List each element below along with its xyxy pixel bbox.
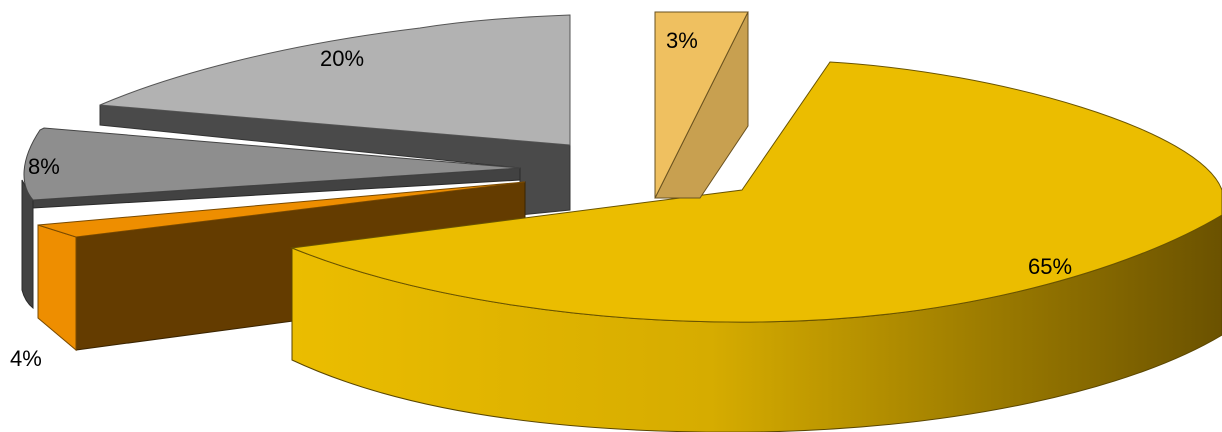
- slice-3-top: [654, 11, 749, 199]
- slice-65-top: [290, 61, 1222, 323]
- slice-8-label: 8%: [28, 154, 60, 179]
- slice-4-top: [37, 181, 526, 238]
- slice-20-label: 20%: [320, 46, 364, 71]
- slice-3-label: 3%: [666, 28, 698, 53]
- slice-65-label: 65%: [1028, 254, 1072, 279]
- slice-3: 3%: [654, 11, 749, 199]
- slice-65: 65%: [290, 61, 1222, 432]
- slice-4-left: [37, 224, 77, 352]
- slice-20-top: [99, 14, 571, 146]
- slice-8: 8%: [21, 127, 521, 310]
- slice-4-label: 4%: [10, 346, 42, 371]
- slice-20: 20%: [99, 14, 571, 216]
- slice-8-top: [23, 127, 521, 201]
- slice-8-side: [21, 179, 34, 310]
